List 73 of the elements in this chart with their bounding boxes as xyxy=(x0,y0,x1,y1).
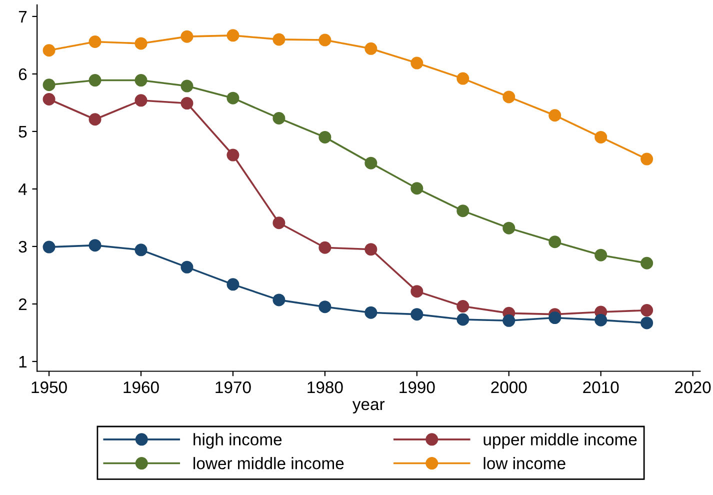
point xyxy=(456,313,470,326)
legend-label: lower middle income xyxy=(194,457,344,470)
point xyxy=(456,204,470,218)
x-tick-label: 2010 xyxy=(583,381,619,394)
point xyxy=(502,222,516,234)
point xyxy=(410,182,424,195)
point xyxy=(456,300,470,313)
point xyxy=(364,243,378,256)
point xyxy=(272,33,286,46)
point xyxy=(594,248,608,262)
point xyxy=(180,80,194,92)
point xyxy=(410,285,424,298)
point xyxy=(272,294,286,306)
point xyxy=(88,74,102,87)
point xyxy=(42,240,56,254)
point xyxy=(318,241,332,254)
point xyxy=(180,30,194,43)
x-tick-label: 1950 xyxy=(32,381,67,394)
y-tick-label: 4 xyxy=(18,184,27,195)
point xyxy=(594,314,608,326)
point xyxy=(226,148,240,162)
x-tick-label: 1970 xyxy=(216,381,251,394)
y-tick-label: 1 xyxy=(19,356,27,368)
y-tick-label: 5 xyxy=(18,126,27,138)
point xyxy=(88,36,102,48)
point xyxy=(502,90,516,104)
point xyxy=(318,130,332,144)
point xyxy=(226,278,240,291)
point xyxy=(640,316,654,330)
y-tick-label: 7 xyxy=(18,11,27,22)
point xyxy=(42,93,56,106)
point xyxy=(594,130,608,144)
point xyxy=(640,304,654,317)
point xyxy=(502,314,516,327)
point xyxy=(134,94,148,107)
point xyxy=(42,78,56,92)
point xyxy=(134,244,148,256)
point xyxy=(640,256,654,270)
legend-label: upper middle income xyxy=(484,433,637,449)
point xyxy=(548,109,562,122)
x-tick-label: 1960 xyxy=(124,381,159,394)
point xyxy=(640,152,654,166)
point xyxy=(134,37,148,50)
point xyxy=(364,306,378,319)
point xyxy=(548,236,562,248)
x-tick-label: 1990 xyxy=(400,381,435,394)
y-tick-label: 3 xyxy=(18,240,27,253)
point xyxy=(548,312,562,324)
x-tick-label: 2020 xyxy=(675,381,711,394)
point xyxy=(364,156,378,170)
point xyxy=(180,97,194,110)
legend-label: high income xyxy=(194,433,282,449)
point xyxy=(134,74,148,87)
legend-label: low income xyxy=(484,457,566,470)
x-tick-label: 1980 xyxy=(308,381,343,394)
point xyxy=(88,239,102,252)
point xyxy=(226,92,240,104)
point xyxy=(410,308,424,321)
point xyxy=(318,34,332,46)
point xyxy=(456,72,470,85)
point xyxy=(318,300,332,314)
x-tick-label: 2000 xyxy=(491,381,527,394)
point xyxy=(272,112,286,124)
x-axis-title: year xyxy=(352,401,385,414)
point xyxy=(364,42,378,55)
point xyxy=(180,260,194,274)
point xyxy=(272,216,286,230)
y-tick-label: 6 xyxy=(18,68,27,80)
point xyxy=(42,44,56,57)
point xyxy=(226,29,240,42)
point xyxy=(88,113,102,126)
y-tick-label: 2 xyxy=(18,298,27,310)
point xyxy=(410,56,424,70)
